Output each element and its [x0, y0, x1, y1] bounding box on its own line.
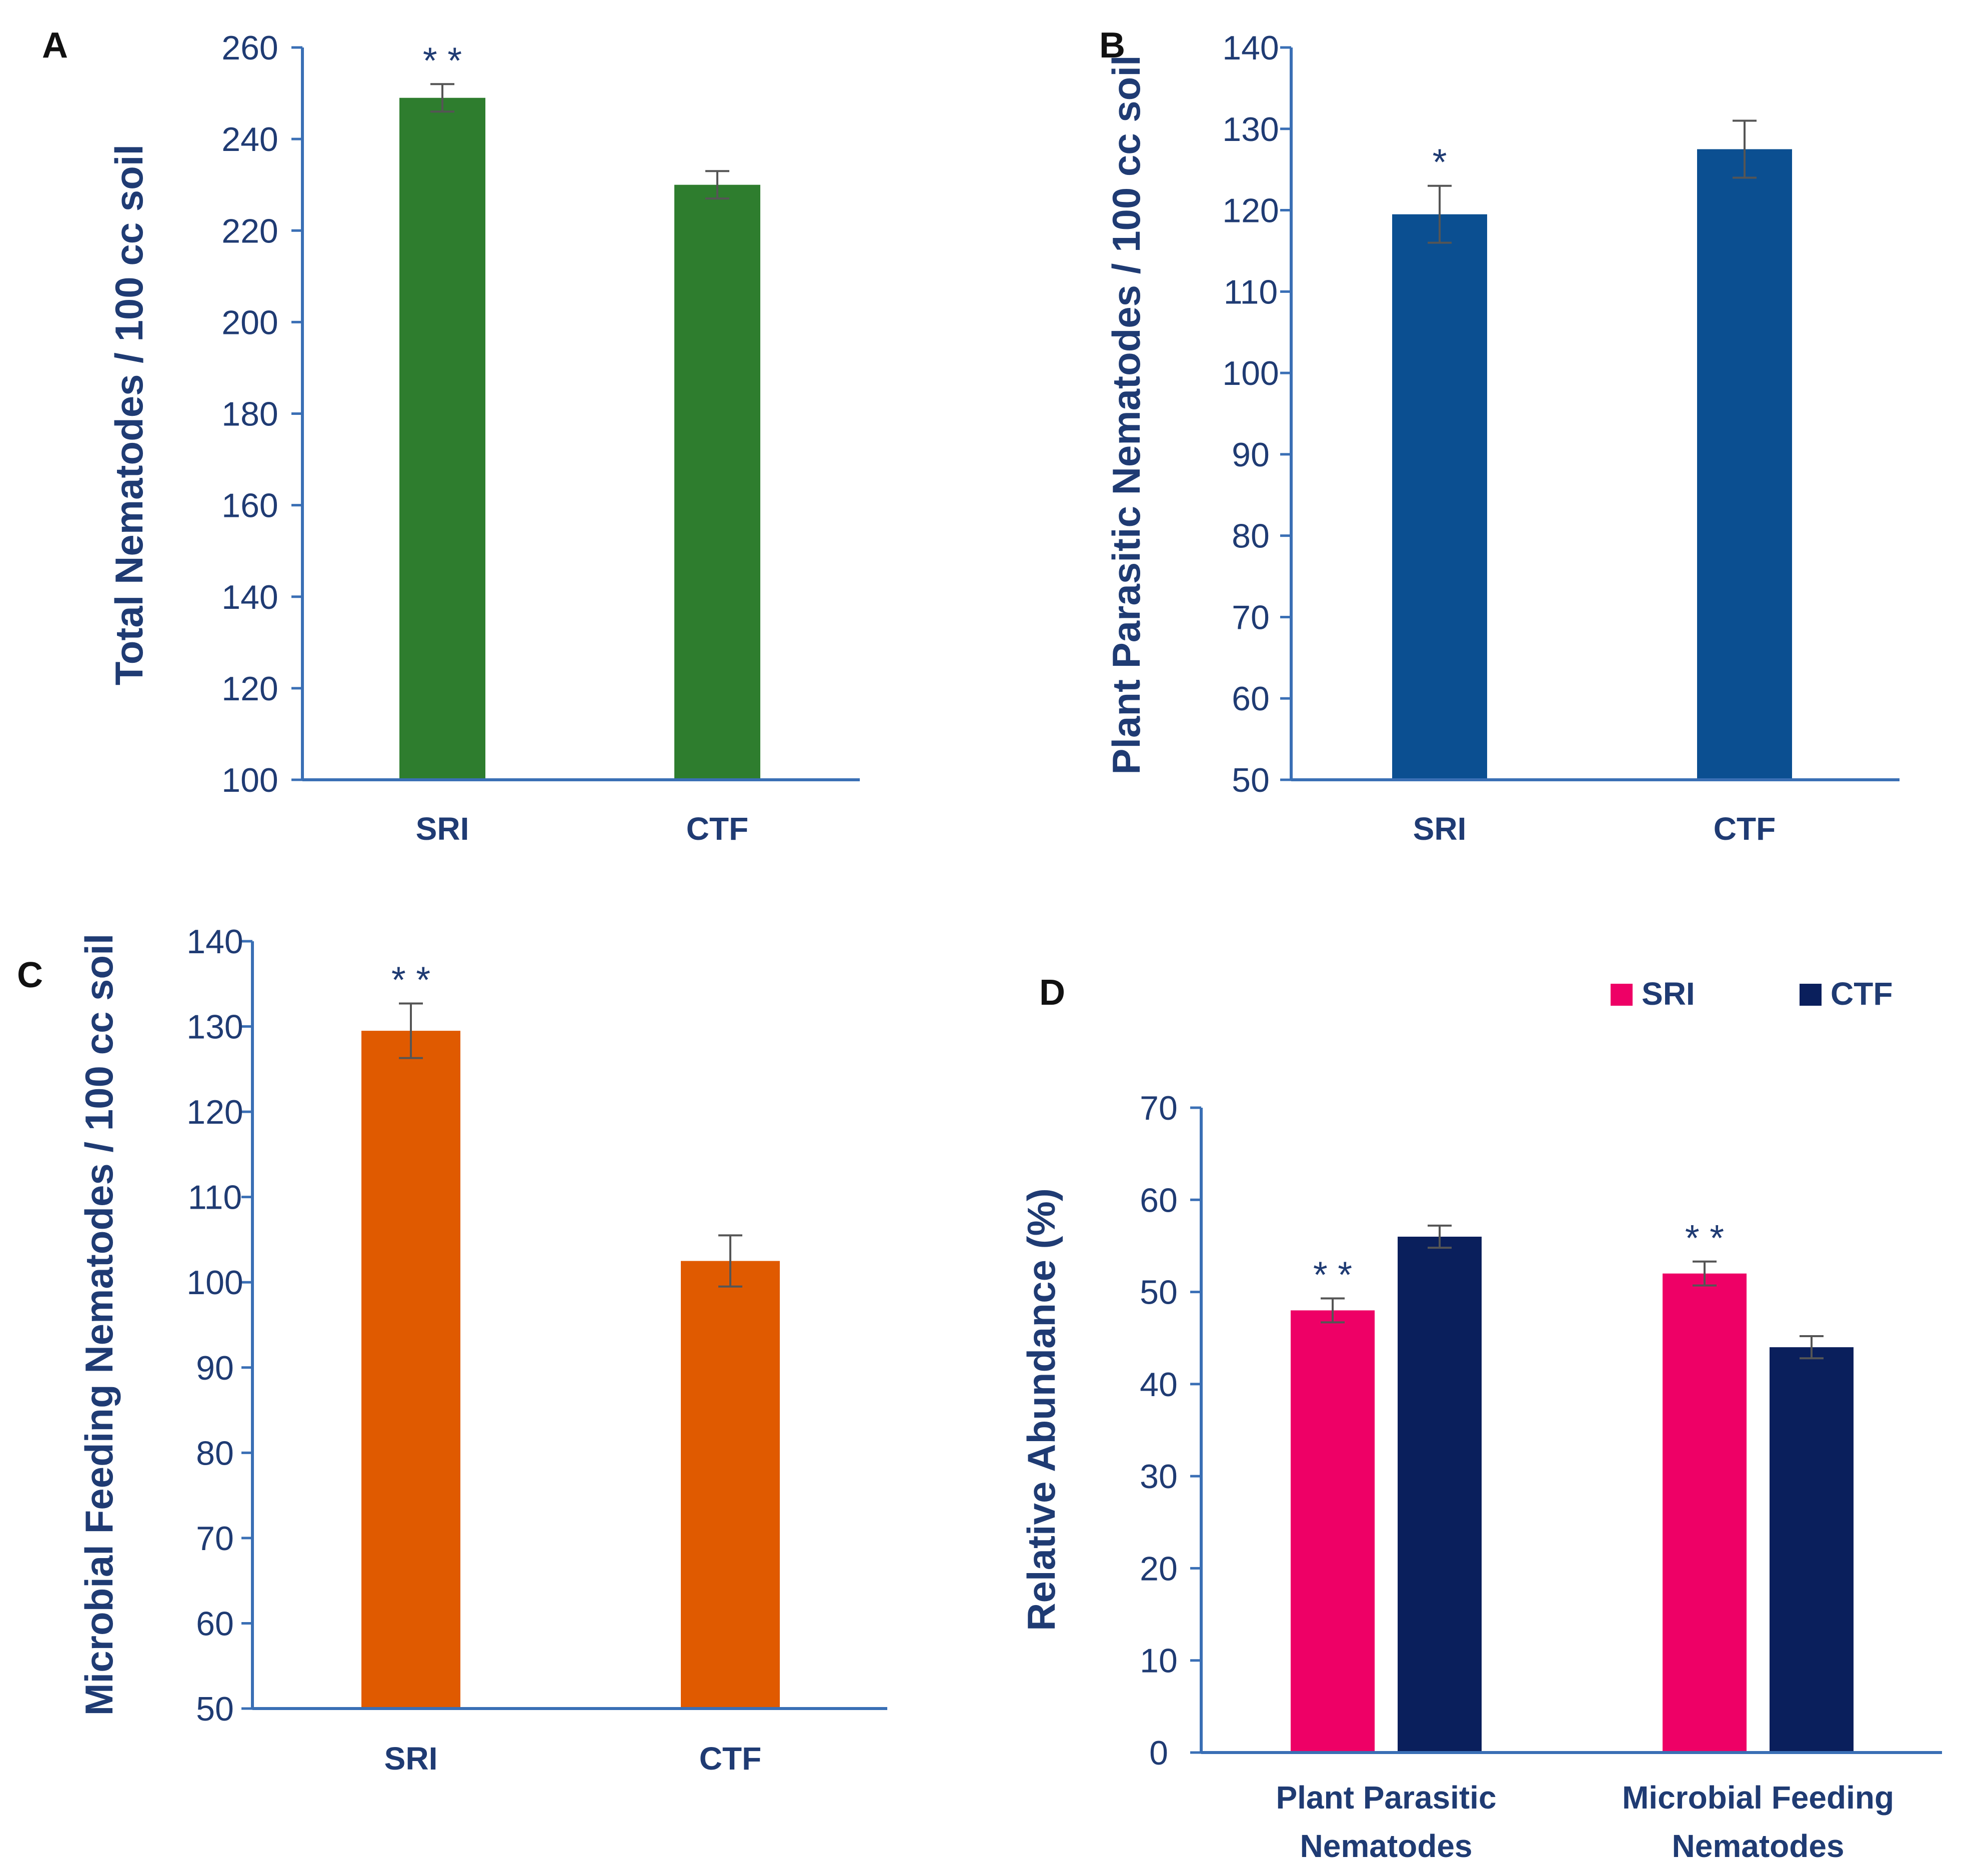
y-tick-label: 100 [221, 761, 278, 799]
significance-marker: * * [391, 959, 430, 1001]
x-category-label: Plant Parasitic [1276, 1780, 1496, 1816]
y-tick-label: 70 [1140, 1089, 1178, 1127]
y-tick-label: 100 [1222, 354, 1279, 392]
y-tick-label: 200 [221, 303, 278, 341]
bar-sri [399, 97, 485, 780]
significance-marker: * * [423, 39, 462, 81]
panel-label: D [1039, 973, 1065, 1013]
bar-ctf-2 [1770, 1347, 1854, 1753]
legend-label-ctf: CTF [1831, 976, 1893, 1012]
significance-marker: * * [1313, 1254, 1352, 1295]
bar-sri [361, 1031, 460, 1709]
bar-ctf-1 [1398, 1237, 1482, 1753]
panel-c: C 50 60 70 80 90 100 110 120 130 140 Microbial Feed… [17, 923, 887, 1777]
x-category-label: SRI [1413, 811, 1467, 847]
bar-sri [1392, 214, 1487, 780]
panel-a: A 100 120 140 160 180 200 220 240 260 Total Nemato… [42, 25, 860, 847]
panel-label: A [42, 25, 68, 65]
y-tick-label: 10 [1140, 1642, 1178, 1680]
panel-b: B 50 60 70 80 90 100 110 120 130 140 Plant Parasiti… [1099, 25, 1900, 847]
y-axis-label: Plant Parasitic Nematodes / 100 cc soil [1104, 55, 1148, 774]
y-tick-label: 140 [221, 578, 278, 616]
y-tick-label: 80 [196, 1434, 234, 1472]
x-category-label: CTF [686, 811, 748, 847]
y-axis-label: Total Nematodes / 100 cc soil [107, 144, 151, 685]
bar-ctf [674, 184, 760, 780]
y-tick-label: 30 [1140, 1458, 1178, 1496]
y-tick-label: 240 [221, 120, 278, 158]
y-tick-label: 50 [1232, 761, 1270, 799]
y-tick-label: 60 [1140, 1181, 1178, 1219]
x-category-label: CTF [699, 1741, 761, 1777]
y-tick-label: 80 [1232, 517, 1270, 555]
bar-ctf [681, 1261, 780, 1709]
y-tick-label: 60 [1232, 680, 1270, 718]
y-tick-label: 140 [186, 923, 243, 961]
x-category-label: Nematodes [1672, 1828, 1845, 1864]
panel-label: C [17, 955, 43, 995]
y-tick-label: 160 [221, 487, 278, 525]
legend-swatch-sri [1611, 984, 1633, 1006]
y-axis-label: Microbial Feeding Nematodes / 100 cc soi… [77, 934, 121, 1716]
panel-label: B [1099, 25, 1125, 65]
y-tick-label: 70 [196, 1520, 234, 1558]
x-category-label: Microbial Feeding [1622, 1780, 1894, 1816]
significance-marker: * * [1685, 1217, 1724, 1259]
y-tick-label: 90 [196, 1349, 234, 1387]
y-tick-label: 180 [221, 395, 278, 433]
x-category-label: CTF [1714, 811, 1776, 847]
x-category-label: SRI [416, 811, 469, 847]
y-tick-label: 130 [1222, 110, 1279, 148]
y-tick-label: 130 [186, 1008, 243, 1046]
y-tick-label: 120 [221, 670, 278, 708]
y-tick-label: 260 [221, 29, 278, 67]
y-tick-label: 220 [221, 212, 278, 250]
y-tick-label: 40 [1140, 1366, 1178, 1404]
panel-d: D 0 10 20 30 40 50 60 70 Relative Abundance (%) * … [1019, 973, 1942, 1864]
y-tick-label: 0 [1149, 1734, 1168, 1772]
legend-swatch-ctf [1800, 984, 1822, 1006]
bar-sri-1 [1291, 1310, 1375, 1753]
y-axis-label: Relative Abundance (%) [1019, 1188, 1063, 1631]
legend-label-sri: SRI [1642, 976, 1695, 1012]
y-tick-label: 90 [1232, 436, 1270, 474]
bar-ctf [1697, 149, 1792, 780]
x-category-label: Nematodes [1300, 1828, 1473, 1864]
y-tick-label: 60 [196, 1605, 234, 1643]
y-tick-label: 70 [1232, 598, 1270, 636]
significance-marker: * [1433, 141, 1447, 183]
y-tick-label: 50 [1140, 1274, 1178, 1312]
y-tick-label: 100 [186, 1264, 243, 1302]
bar-sri-2 [1663, 1273, 1747, 1753]
y-tick-label: 110 [188, 1179, 242, 1217]
y-tick-label: 50 [196, 1690, 234, 1728]
y-tick-label: 120 [186, 1093, 243, 1131]
y-tick-label: 110 [1224, 273, 1278, 311]
x-category-label: SRI [384, 1741, 438, 1777]
y-tick-label: 20 [1140, 1550, 1178, 1588]
y-tick-label: 140 [1222, 29, 1279, 67]
y-tick-label: 120 [1222, 192, 1279, 230]
